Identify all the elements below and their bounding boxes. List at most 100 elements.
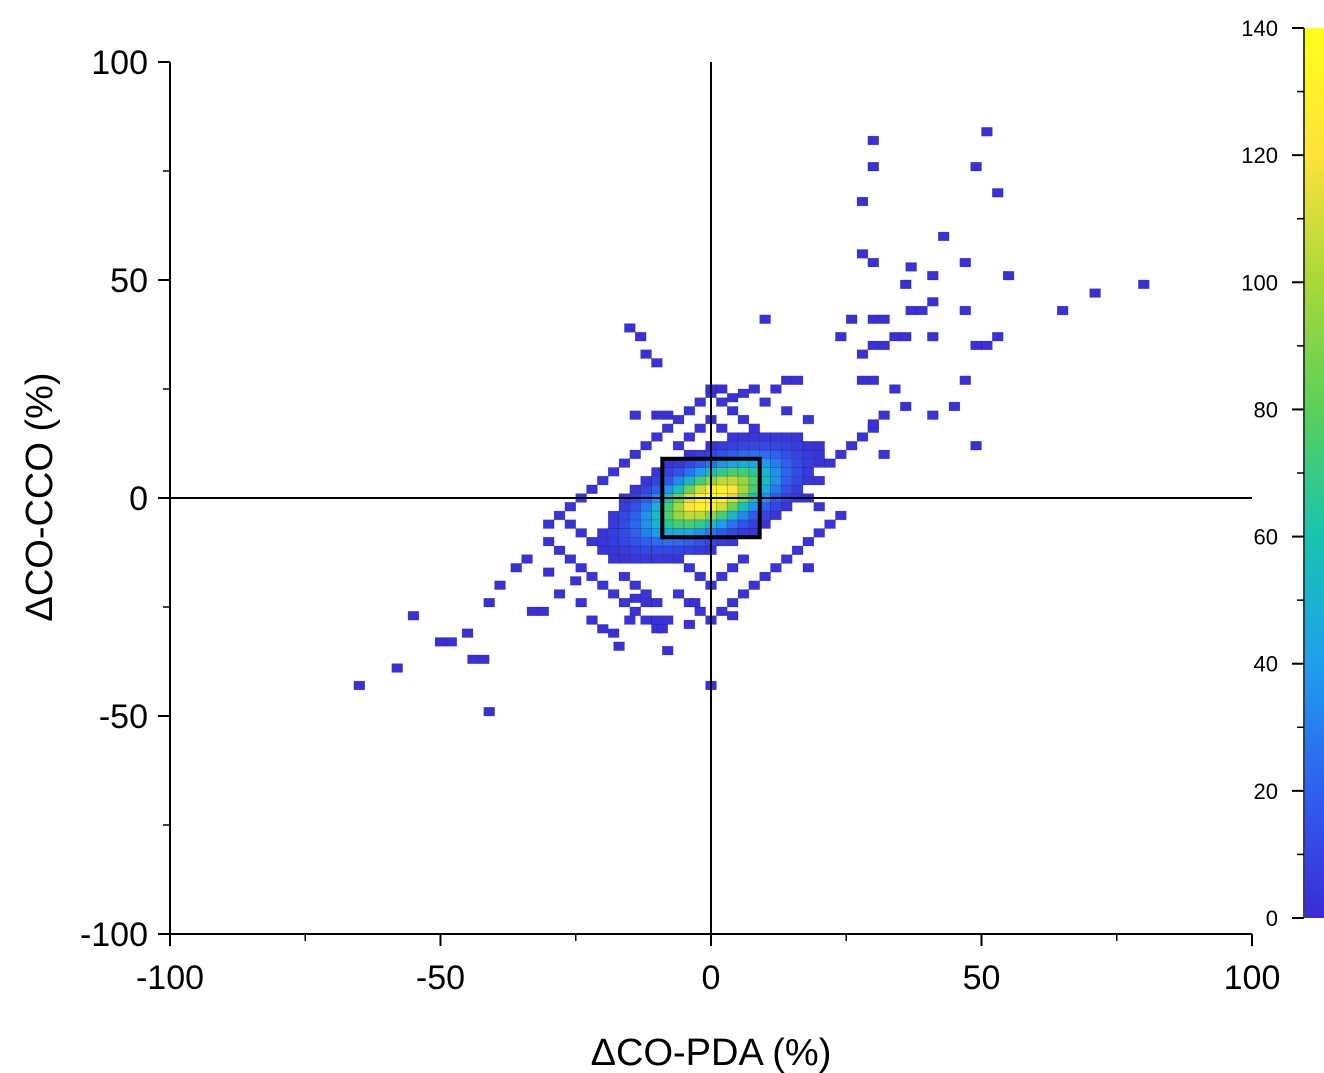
heatmap-bin-outlier <box>791 375 804 385</box>
heatmap-bin-outlier <box>662 410 674 420</box>
heatmap-bin <box>683 484 696 494</box>
heatmap-bin <box>694 519 706 529</box>
heatmap-bin <box>672 502 685 512</box>
heatmap-bin-outlier <box>981 340 993 351</box>
heatmap-bin <box>586 571 598 582</box>
heatmap-bin <box>683 406 696 416</box>
heatmap-bin-outlier <box>867 375 880 385</box>
y-axis-title: ΔCO-CCO (%) <box>19 372 61 621</box>
heatmap-bin <box>618 510 631 521</box>
heatmap-bin <box>618 554 631 564</box>
heatmap-bin <box>770 441 782 451</box>
heatmap-bin <box>737 510 750 521</box>
heatmap-bin <box>716 606 728 617</box>
heatmap-bin-outlier <box>483 706 495 717</box>
heatmap-bin <box>726 597 739 608</box>
heatmap-bin-outlier <box>948 401 961 412</box>
heatmap-bin-outlier <box>867 314 880 324</box>
heatmap-bin <box>737 484 750 494</box>
heatmap-bin <box>791 441 804 451</box>
heatmap-bin-outlier <box>613 641 625 651</box>
heatmap-bin <box>694 571 706 582</box>
heatmap-bin <box>835 449 847 460</box>
heatmap-bin <box>759 571 771 582</box>
heatmap-bin <box>607 528 620 538</box>
heatmap-bin <box>618 545 631 555</box>
heatmap-bin <box>781 406 793 416</box>
heatmap-bin-outlier <box>542 567 555 577</box>
heatmap-bin <box>791 458 804 468</box>
heatmap-bin-outlier <box>629 593 641 603</box>
heatmap-bin <box>683 519 696 529</box>
heatmap-bin-outlier <box>1002 270 1015 281</box>
heatmap-bin <box>716 484 728 494</box>
heatmap-bin <box>694 545 706 555</box>
heatmap-bin-outlier <box>992 332 1004 342</box>
heatmap-bin <box>651 554 663 564</box>
heatmap-bin-outlier <box>662 645 674 656</box>
heatmap-bin <box>694 502 706 512</box>
heatmap-bin <box>726 502 739 512</box>
heatmap-bin <box>629 554 641 564</box>
heatmap-bin-outlier <box>970 441 982 451</box>
heatmap-bin <box>640 528 652 538</box>
heatmap-bin-outlier <box>867 161 880 172</box>
heatmap-bin <box>618 528 631 538</box>
heatmap-bin <box>802 536 815 547</box>
heatmap-bin-outlier <box>878 314 890 324</box>
heatmap-bin <box>672 545 685 555</box>
heatmap-bin-outlier <box>927 332 939 342</box>
heatmap-bin-outlier <box>867 340 880 351</box>
heatmap-bin <box>726 406 739 416</box>
heatmap-bin-outlier <box>856 349 869 359</box>
heatmap-bin-outlier <box>553 589 566 599</box>
heatmap-bin <box>845 441 858 451</box>
heatmap-bin-outlier <box>937 231 950 242</box>
heatmap-bin-outlier <box>407 611 420 621</box>
heatmap-bin <box>694 484 706 494</box>
heatmap-bin <box>651 545 663 555</box>
x-tick-label: 0 <box>702 959 721 997</box>
heatmap-bin <box>618 519 631 529</box>
heatmap-bin-outlier <box>629 410 641 420</box>
heatmap-bin-outlier <box>494 580 506 590</box>
heatmap-bin <box>607 519 620 529</box>
heatmap-bin-outlier <box>900 279 912 290</box>
heatmap-bin-outlier <box>607 628 620 638</box>
heatmap-bin-outlier <box>640 597 652 608</box>
heatmap-bin-outlier <box>651 410 663 420</box>
heatmap-bin <box>748 432 760 442</box>
heatmap-bin <box>618 458 631 468</box>
heatmap-bin <box>737 414 750 425</box>
heatmap-bin <box>770 484 782 494</box>
heatmap-bin-outlier <box>889 384 901 394</box>
heatmap-bin <box>716 519 728 529</box>
x-tick-label: -100 <box>136 959 204 997</box>
heatmap-bin <box>618 536 631 547</box>
heatmap-bin <box>640 502 652 512</box>
y-ticks: 100 50 0 -50 -100 <box>80 44 170 954</box>
heatmap-bin-outlier <box>726 393 739 403</box>
heatmap-bin <box>640 441 652 451</box>
heatmap-bin <box>586 536 598 547</box>
heatmap-bin <box>618 502 631 512</box>
heatmap-bin <box>672 441 685 451</box>
heatmap-bin-outlier <box>624 323 636 333</box>
heatmap-bin <box>629 502 641 512</box>
x-axis-title: ΔCO-PDA (%) <box>591 1032 832 1073</box>
heatmap-bin <box>824 519 836 529</box>
heatmap-bin <box>607 467 620 477</box>
heatmap-bin <box>726 432 739 442</box>
heatmap-bin <box>813 458 825 468</box>
heatmap-bin <box>694 606 706 617</box>
heatmap-bin <box>618 597 631 608</box>
heatmap-bin <box>802 458 815 468</box>
heatmap-bin-outlier <box>905 262 917 272</box>
heatmap-bin <box>716 510 728 521</box>
heatmap-bin <box>737 388 750 399</box>
heatmap-bin <box>683 502 696 512</box>
y-tick-label: 100 <box>91 44 148 82</box>
x-tick-label: 50 <box>963 959 1001 997</box>
heatmap-bin <box>813 528 825 538</box>
heatmap-bin <box>672 484 685 494</box>
